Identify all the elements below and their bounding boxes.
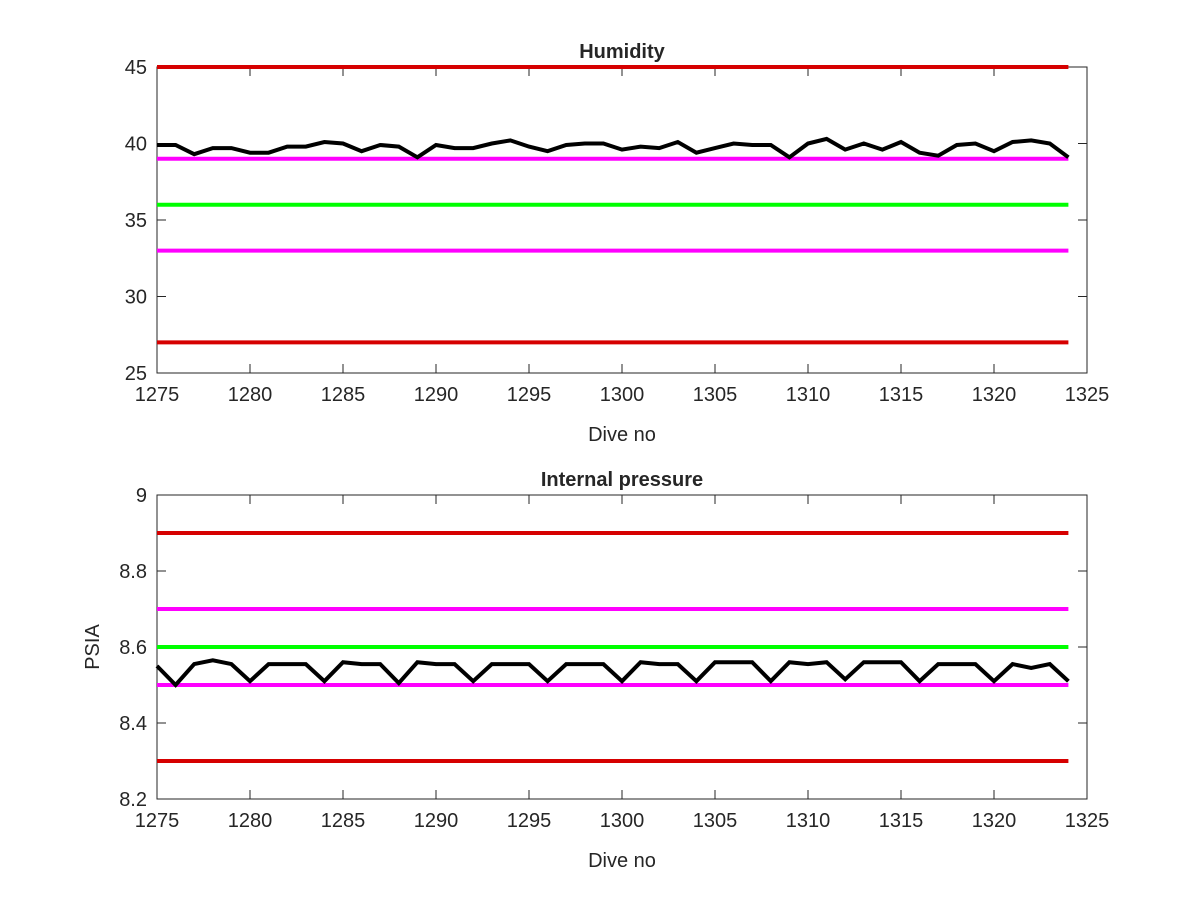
x-tick-label: 1280 [228,810,273,832]
internal-pressure-chart: 1275 1280 1285 1290 1295 1300 1305 1310 1315 1320… [82,469,1109,872]
x-tick-label: 1275 [135,384,180,406]
y-axis-label: PSIA [82,624,104,670]
x-tick-label: 1300 [600,810,645,832]
y-tick-label: 25 [125,363,147,385]
x-tick-label: 1325 [1065,384,1110,406]
x-tick-label: 1310 [786,810,831,832]
x-tick-label: 1295 [507,384,552,406]
plot-area [156,66,1088,374]
x-tick-label: 1325 [1065,810,1110,832]
y-tick-label: 9 [136,485,147,507]
x-tick-label: 1290 [414,810,459,832]
x-tick-label: 1295 [507,810,552,832]
y-tick-label: 8.2 [119,789,147,811]
chart-title: Internal pressure [541,469,703,491]
y-tick-label: 35 [125,210,147,232]
x-tick-label: 1315 [879,384,924,406]
x-axis-label: Dive no [588,424,656,446]
x-tick-label: 1315 [879,810,924,832]
y-tick-label: 30 [125,287,147,309]
x-tick-label: 1275 [135,810,180,832]
series-line [157,136,1070,160]
x-tick-label: 1290 [414,384,459,406]
y-tick-label: 8.4 [119,713,147,735]
x-tick-label: 1285 [321,384,366,406]
x-tick-label: 1320 [972,384,1017,406]
y-tick-label: 8.8 [119,561,147,583]
chart-title: Humidity [579,41,665,63]
y-tick-label: 8.6 [119,637,147,659]
x-tick-label: 1305 [693,810,738,832]
x-tick-label: 1285 [321,810,366,832]
x-axis-label: Dive no [588,850,656,872]
x-tick-label: 1320 [972,810,1017,832]
series-line [155,658,1070,688]
x-tick-label: 1305 [693,384,738,406]
y-tick-label: 45 [125,57,147,79]
humidity-chart: 1275 1280 1285 1290 1295 1300 1305 1310 1315 1320… [125,41,1110,446]
x-tick-label: 1280 [228,384,273,406]
x-tick-label: 1300 [600,384,645,406]
x-tick-label: 1310 [786,384,831,406]
y-tick-label: 40 [125,134,147,156]
